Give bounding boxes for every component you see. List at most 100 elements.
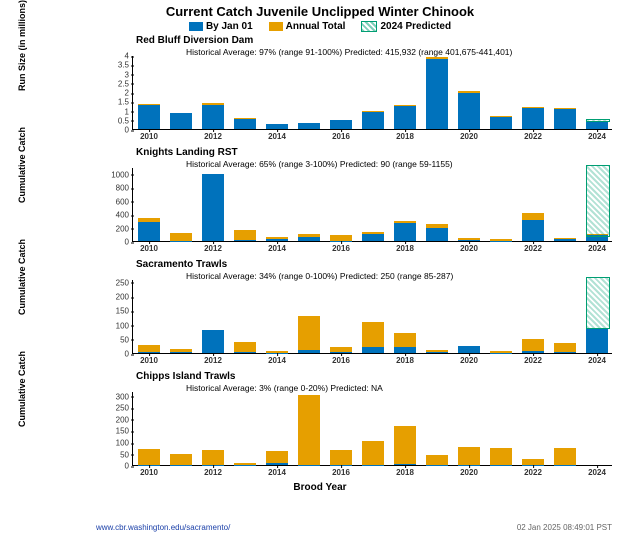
x-tick: 2024: [588, 132, 606, 141]
panel-title: Red Bluff Diversion Dam: [136, 35, 253, 46]
y-tick: 1000: [105, 170, 129, 179]
y-tick: 0: [105, 126, 129, 135]
bar-byjan: [554, 352, 576, 353]
x-tick: 2014: [268, 468, 286, 477]
bar-annual: [202, 450, 224, 465]
legend-swatch: [269, 22, 283, 31]
bar-byjan: [522, 220, 544, 242]
legend-swatch: [361, 21, 377, 32]
bar-byjan: [298, 237, 320, 241]
bar-byjan: [458, 346, 480, 353]
bar-byjan: [234, 240, 256, 241]
x-axis-label: Brood Year: [0, 482, 640, 493]
y-tick: 800: [105, 184, 129, 193]
bar-byjan: [298, 123, 320, 129]
bar-byjan: [170, 352, 192, 353]
bar-byjan: [202, 174, 224, 241]
y-tick: 300: [105, 392, 129, 401]
plot-area: 0501001502002503002010201220142016201820…: [132, 392, 612, 466]
bar-byjan: [586, 329, 608, 353]
y-tick: 50: [105, 450, 129, 459]
bar-byjan: [394, 223, 416, 241]
x-tick: 2022: [524, 468, 542, 477]
bar-byjan: [426, 352, 448, 353]
x-tick: 2010: [140, 244, 158, 253]
bar-annual: [170, 454, 192, 466]
bar-byjan: [426, 59, 448, 129]
bar-annual: [298, 316, 320, 353]
bar-annual: [458, 447, 480, 466]
x-tick: 2016: [332, 132, 350, 141]
y-tick: 2: [105, 89, 129, 98]
y-tick: 0: [105, 350, 129, 359]
panel-title: Sacramento Trawls: [136, 259, 227, 270]
x-tick: 2016: [332, 244, 350, 253]
x-tick: 2012: [204, 468, 222, 477]
x-tick: 2018: [396, 244, 414, 253]
chart-container: Current Catch Juvenile Unclipped Winter …: [0, 4, 640, 534]
x-tick: 2018: [396, 132, 414, 141]
chart-panel: Red Bluff Diversion DamHistorical Averag…: [96, 38, 612, 144]
y-tick: 100: [105, 439, 129, 448]
y-tick: 4: [105, 52, 129, 61]
y-tick: 150: [105, 427, 129, 436]
legend-label: 2024 Predicted: [380, 21, 451, 32]
predicted-range: [586, 277, 610, 329]
x-tick: 2022: [524, 132, 542, 141]
y-tick: 400: [105, 211, 129, 220]
x-tick: 2012: [204, 244, 222, 253]
bar-annual: [554, 448, 576, 465]
y-tick: 200: [105, 293, 129, 302]
x-tick: 2018: [396, 356, 414, 365]
bar-byjan: [394, 106, 416, 129]
x-tick: 2022: [524, 244, 542, 253]
legend-label: By Jan 01: [206, 21, 253, 32]
legend-item: Annual Total: [269, 21, 346, 32]
x-tick: 2018: [396, 468, 414, 477]
x-tick: 2010: [140, 356, 158, 365]
bar-byjan: [362, 112, 384, 130]
x-tick: 2010: [140, 132, 158, 141]
panel-title: Knights Landing RST: [136, 147, 238, 158]
y-tick: 50: [105, 335, 129, 344]
y-tick: 200: [105, 224, 129, 233]
x-tick: 2020: [460, 468, 478, 477]
x-tick: 2020: [460, 356, 478, 365]
x-tick: 2020: [460, 244, 478, 253]
main-title: Current Catch Juvenile Unclipped Winter …: [0, 4, 640, 19]
bar-byjan: [426, 228, 448, 241]
x-tick: 2014: [268, 244, 286, 253]
y-tick: 1: [105, 107, 129, 116]
x-tick: 2010: [140, 468, 158, 477]
y-tick: 200: [105, 415, 129, 424]
bar-byjan: [586, 122, 608, 129]
chart-panel: Sacramento TrawlsHistorical Average: 34%…: [96, 262, 612, 368]
y-tick: 3.5: [105, 61, 129, 70]
bar-byjan: [234, 352, 256, 353]
x-tick: 2022: [524, 356, 542, 365]
bar-byjan: [202, 105, 224, 129]
predicted-range: [586, 119, 610, 122]
bar-byjan: [138, 222, 160, 241]
bar-annual: [298, 395, 320, 466]
x-tick: 2024: [588, 356, 606, 365]
y-tick: 250: [105, 404, 129, 413]
x-tick: 2016: [332, 356, 350, 365]
bar-byjan: [490, 117, 512, 129]
panel-title: Chipps Island Trawls: [136, 371, 235, 382]
y-tick: 3: [105, 70, 129, 79]
y-tick: 150: [105, 307, 129, 316]
predicted-range: [586, 165, 610, 237]
plot-area: 00.511.522.533.5420102012201420162018202…: [132, 56, 612, 130]
x-tick: 2024: [588, 244, 606, 253]
bar-byjan: [170, 113, 192, 129]
bar-annual: [362, 441, 384, 465]
legend-swatch: [189, 22, 203, 31]
footer-timestamp: 02 Jan 2025 08:49:01 PST: [517, 523, 612, 532]
legend-label: Annual Total: [286, 21, 346, 32]
footer-url: www.cbr.washington.edu/sacramento/: [96, 523, 230, 532]
plot-area: 0501001502002502010201220142016201820202…: [132, 280, 612, 354]
y-tick: 0: [105, 238, 129, 247]
bar-byjan: [234, 119, 256, 129]
bar-annual: [490, 448, 512, 465]
